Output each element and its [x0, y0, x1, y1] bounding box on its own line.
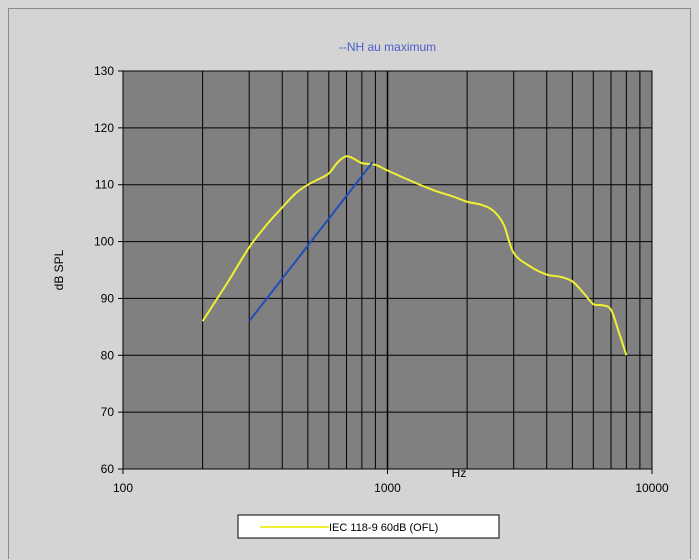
y-tick-label: 60 — [101, 462, 115, 476]
y-tick-label: 130 — [94, 64, 114, 78]
legend-label: IEC 118-9 60dB (OFL) — [329, 522, 438, 534]
y-tick-label: 110 — [95, 178, 114, 192]
x-tick-label: 10000 — [635, 481, 669, 495]
legend-box — [237, 514, 500, 539]
y-tick-label: 80 — [101, 348, 115, 362]
x-tick-labels: 100 1000 10000 — [113, 469, 669, 495]
y-tick-labels: 60 70 80 90 100 110 120 130 — [94, 64, 123, 476]
legend: IEC 118-9 60dB (OFL) — [237, 514, 500, 539]
y-axis-title: dB SPL — [52, 249, 66, 290]
y-tick-label: 70 — [101, 405, 115, 419]
y-tick-label: 90 — [101, 291, 115, 305]
y-tick-label: 100 — [94, 235, 114, 249]
chart-frame: 60 70 80 90 100 110 120 130 100 1000 10000 --NH a… — [8, 8, 691, 559]
series-line-0 — [201, 155, 628, 356]
chart: 60 70 80 90 100 110 120 130 100 1000 10000 --NH a… — [52, 40, 669, 539]
chart-title: --NH au maximum — [339, 40, 436, 54]
x-tick-label: 100 — [113, 481, 133, 495]
series-line-1 — [248, 161, 374, 322]
y-tick-label: 120 — [94, 121, 114, 135]
series-lines — [201, 155, 628, 356]
x-tick-label: 1000 — [374, 481, 401, 495]
gridlines — [123, 70, 652, 470]
x-axis-title: Hz — [452, 466, 467, 480]
